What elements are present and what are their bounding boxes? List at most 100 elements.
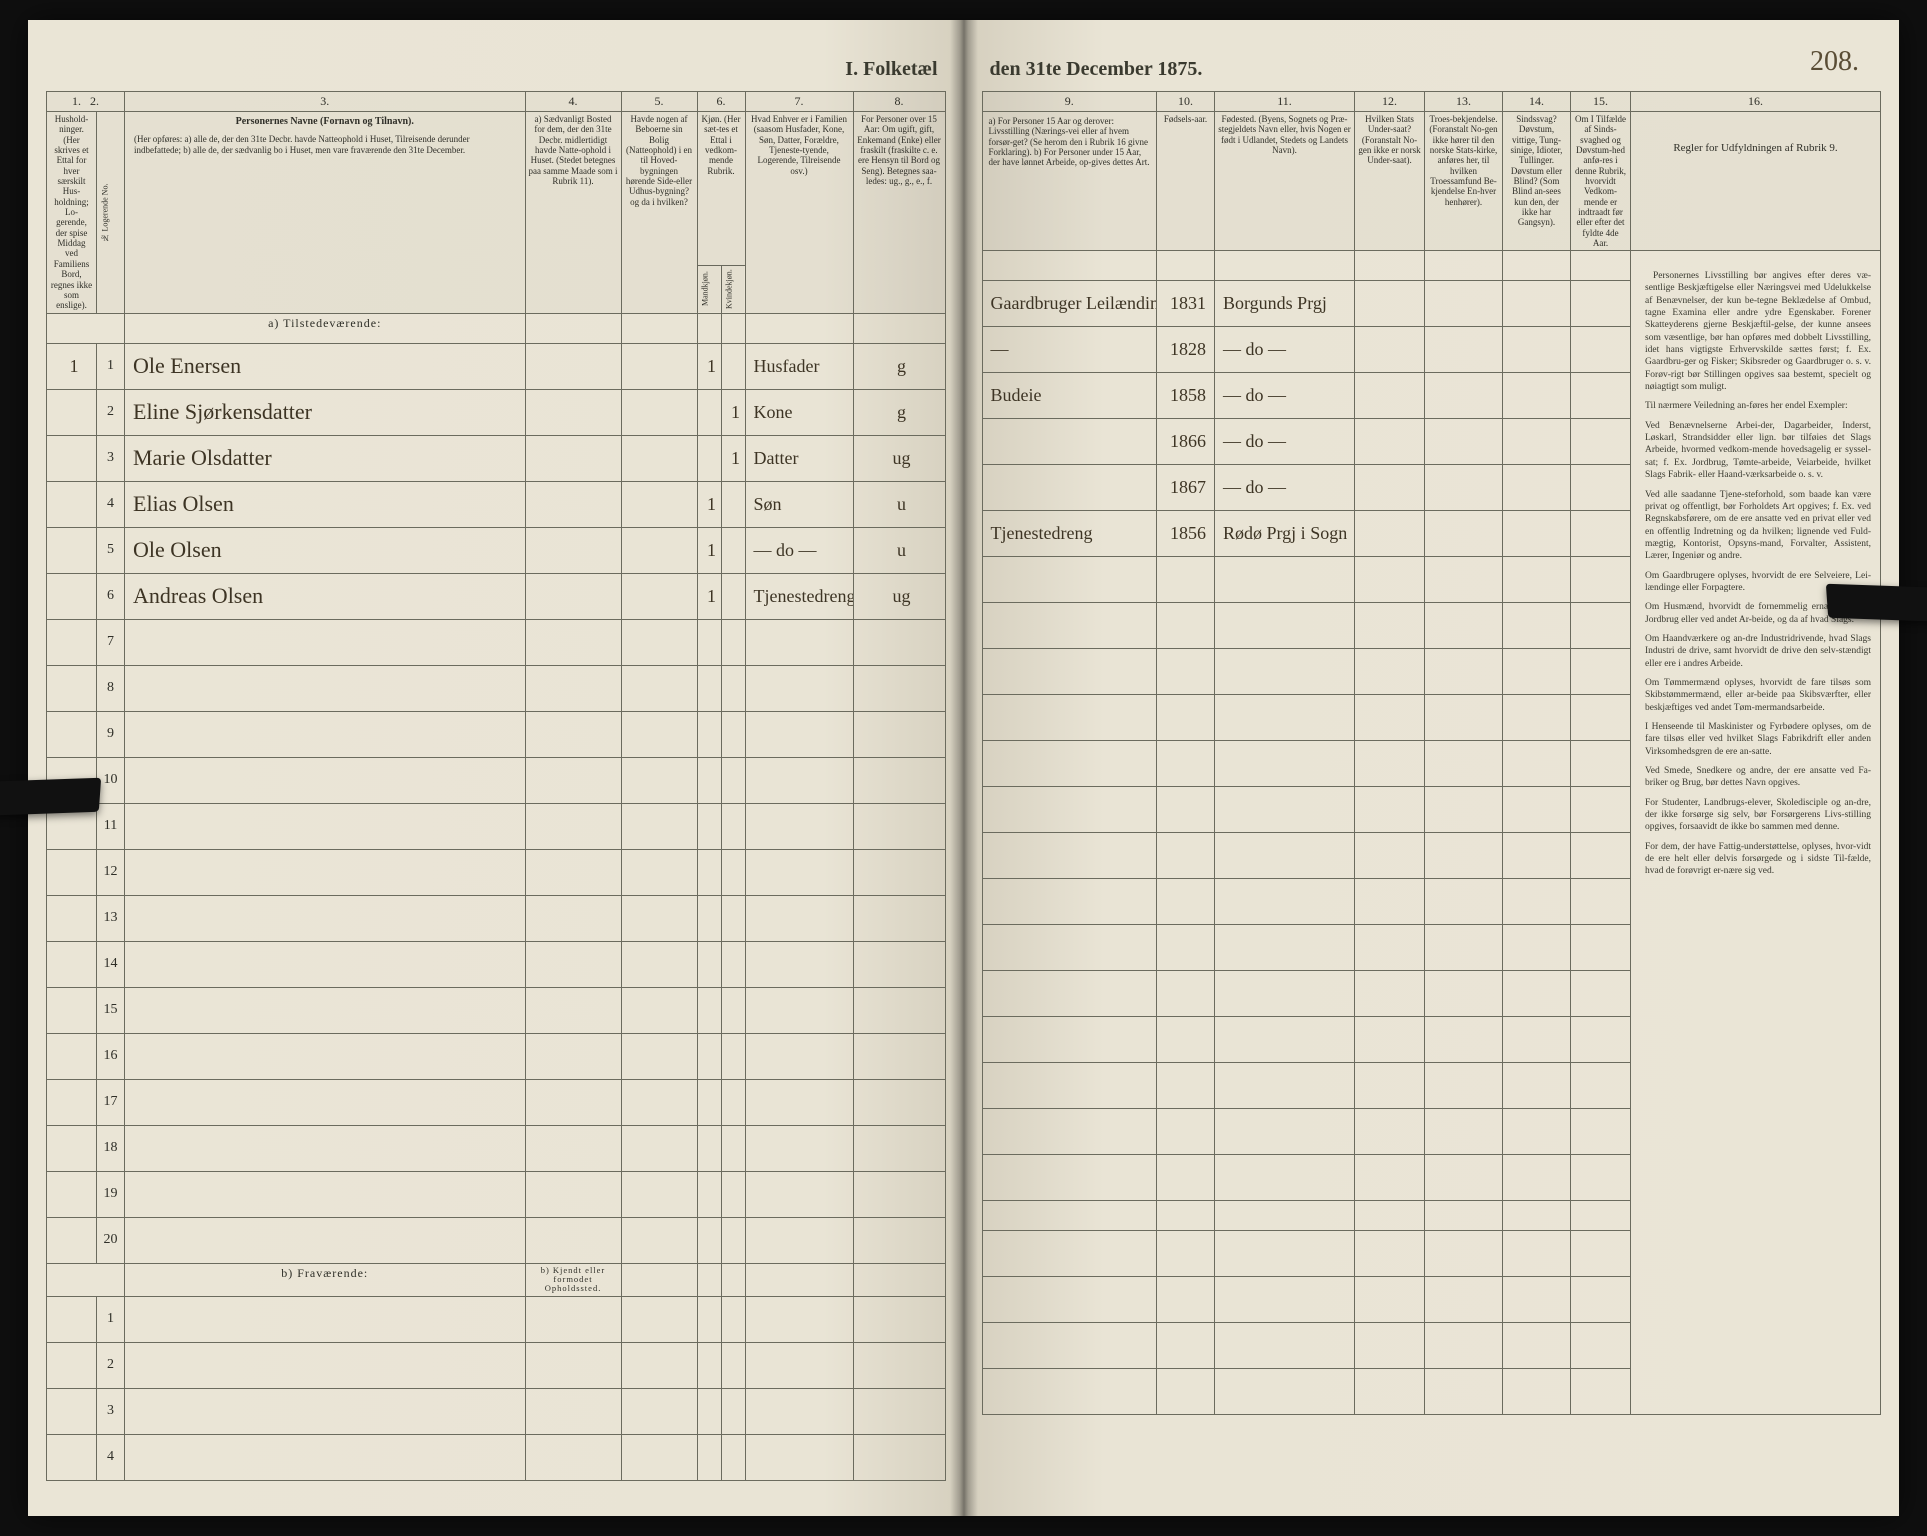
sex-f: 1	[721, 389, 745, 435]
sex-m: 1	[697, 481, 721, 527]
birth-year: 1831	[1157, 281, 1215, 327]
person-no: 5	[97, 527, 125, 573]
left-page: I. Folketæl 1. 2. 3. 4. 5. 6.	[28, 20, 964, 1516]
hdr-c6a: Mandkjøn.	[697, 265, 721, 313]
person-no: 2	[97, 1342, 125, 1388]
household-no	[47, 481, 97, 527]
colnum-9: 9.	[982, 92, 1157, 112]
person-no: 16	[97, 1033, 125, 1079]
hdr-c10: Fødsels-aar.	[1157, 112, 1215, 251]
instruction-paragraph: Til nærmere Veiledning an-føres her ende…	[1645, 400, 1871, 412]
c4	[525, 343, 621, 389]
sex-m: 1	[697, 343, 721, 389]
table-row: 10	[47, 757, 946, 803]
hdr-c9: a) For Personer 15 Aar og derover: Livss…	[982, 112, 1157, 251]
sex-m	[697, 389, 721, 435]
hdr-c6: Kjøn. (Her sæt-tes et Ettal i vedkom-men…	[697, 112, 745, 266]
birth-place: — do —	[1215, 419, 1355, 465]
table-row: 15	[47, 987, 946, 1033]
colnum-13: 13.	[1425, 92, 1503, 112]
c4	[525, 435, 621, 481]
hdr-c1: Hushold- ninger. (Her skrives et Ettal f…	[47, 112, 97, 314]
table-row: 20	[47, 1217, 946, 1263]
colnum-3: 3.	[125, 92, 526, 112]
marital: u	[853, 481, 945, 527]
birth-year: 1828	[1157, 327, 1215, 373]
occupation: —	[982, 327, 1157, 373]
table-row: 19	[47, 1171, 946, 1217]
colnum-12: 12.	[1355, 92, 1425, 112]
section-a-label: a) Tilstedeværende:	[47, 313, 946, 343]
household-no	[47, 435, 97, 481]
marital: ug	[853, 573, 945, 619]
hdr-c5: Havde nogen af Beboerne sin Bolig (Natte…	[621, 112, 697, 314]
colnum-16: 16.	[1631, 92, 1881, 112]
column-number-row: 1. 2. 3. 4. 5. 6. 7. 8.	[47, 92, 946, 112]
c5	[621, 481, 697, 527]
birth-place: — do —	[1215, 373, 1355, 419]
occupation	[982, 419, 1157, 465]
sex-f	[721, 573, 745, 619]
occupation: Tjenestedreng	[982, 511, 1157, 557]
marital: ug	[853, 435, 945, 481]
person-no: 3	[97, 435, 125, 481]
person-name: Marie Olsdatter	[125, 435, 526, 481]
colnum-8: 8.	[853, 92, 945, 112]
person-no: 7	[97, 619, 125, 665]
table-row: 18	[47, 1125, 946, 1171]
header-row-right: a) For Personer 15 Aar og derover: Livss…	[982, 112, 1881, 251]
household-no	[47, 389, 97, 435]
table-row: 14	[47, 941, 946, 987]
person-name: Ole Enersen	[125, 343, 526, 389]
person-no: 6	[97, 573, 125, 619]
ledger-table-left: 1. 2. 3. 4. 5. 6. 7. 8. Hushold- ninger.…	[46, 91, 946, 1481]
occupation: Gaardbruger Leilænding	[982, 281, 1157, 327]
table-row: 4	[47, 1434, 946, 1480]
ledger-book: I. Folketæl 1. 2. 3. 4. 5. 6.	[28, 20, 1899, 1516]
scanner-background: I. Folketæl 1. 2. 3. 4. 5. 6.	[0, 0, 1927, 1536]
colnum-10: 10.	[1157, 92, 1215, 112]
person-name: Andreas Olsen	[125, 573, 526, 619]
table-row: 1 1 Ole Enersen 1 Husfader g	[47, 343, 946, 389]
c5	[621, 527, 697, 573]
c5	[621, 435, 697, 481]
archival-clip-right	[1826, 584, 1927, 623]
section-b-label: b) Fraværende:b) Kjendt eller formodet O…	[47, 1263, 946, 1296]
person-no: 13	[97, 895, 125, 941]
sex-f: 1	[721, 435, 745, 481]
birth-place: — do —	[1215, 327, 1355, 373]
page-title-left: I. Folketæl	[46, 54, 946, 91]
hdr-c13: Troes-bekjendelse. (Foranstalt No-gen ik…	[1425, 112, 1503, 251]
table-row: 7	[47, 619, 946, 665]
instruction-paragraph: For Studenter, Landbrugs-elever, Skoledi…	[1645, 797, 1871, 834]
title-text-left: I. Folketæl	[845, 58, 937, 81]
relation: Søn	[745, 481, 853, 527]
instruction-paragraph: Om Haandværkere og an-dre Industridriven…	[1645, 633, 1871, 670]
instruction-paragraph: I Henseende til Maskinister og Fyrbødere…	[1645, 721, 1871, 758]
section-b-col4: b) Kjendt eller formodet Opholdssted.	[525, 1263, 621, 1296]
colnum-11: 11.	[1215, 92, 1355, 112]
table-row: 8	[47, 665, 946, 711]
hdr-c16: Regler for Udfyldningen af Rubrik 9.	[1631, 112, 1881, 251]
occupation	[982, 465, 1157, 511]
ledger-body-left: a) Tilstedeværende: 1 1 Ole Enersen 1 Hu…	[47, 313, 946, 1480]
page-title-right: den 31te December 1875.	[982, 54, 1882, 91]
table-row: 5 Ole Olsen 1 — do — u	[47, 527, 946, 573]
colnum-6: 6.	[697, 92, 745, 112]
marital: u	[853, 527, 945, 573]
header-row-left: Hushold- ninger. (Her skrives et Ettal f…	[47, 112, 946, 266]
c4	[525, 389, 621, 435]
instruction-paragraph: Ved alle saadanne Tjene-steforhold, som …	[1645, 489, 1871, 563]
colnum-4: 4.	[525, 92, 621, 112]
hdr-c7: Hvad Enhver er i Familien (saasom Husfad…	[745, 112, 853, 314]
c4	[525, 527, 621, 573]
hdr-c15: Om I Tilfælde af Sinds-svaghed og Døvstu…	[1571, 112, 1631, 251]
table-row: 2 Eline Sjørkensdatter 1 Kone g	[47, 389, 946, 435]
section-a-text: a) Tilstedeværende:	[125, 313, 526, 343]
birth-year: 1866	[1157, 419, 1215, 465]
person-no: 18	[97, 1125, 125, 1171]
hdr-c11: Fødested. (Byens, Sognets og Præ-stegjel…	[1215, 112, 1355, 251]
sex-f	[721, 481, 745, 527]
birth-year: 1856	[1157, 511, 1215, 557]
table-row: 13	[47, 895, 946, 941]
